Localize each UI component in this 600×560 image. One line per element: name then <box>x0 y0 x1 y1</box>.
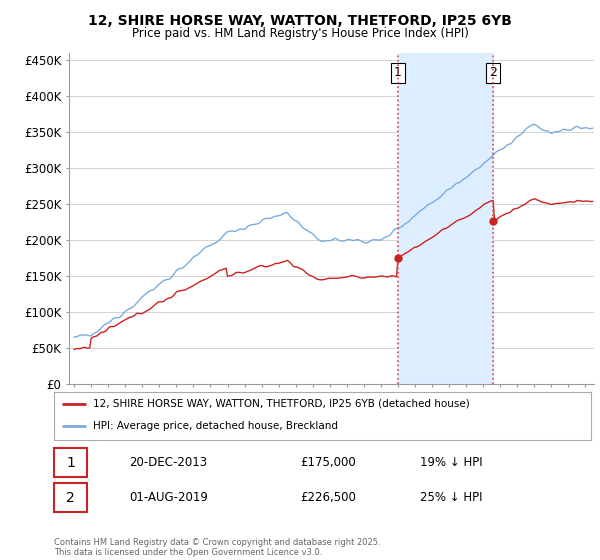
Bar <box>398 53 493 384</box>
Text: £226,500: £226,500 <box>300 491 356 505</box>
Text: 12, SHIRE HORSE WAY, WATTON, THETFORD, IP25 6YB (detached house): 12, SHIRE HORSE WAY, WATTON, THETFORD, I… <box>92 399 469 409</box>
Text: Contains HM Land Registry data © Crown copyright and database right 2025.
This d: Contains HM Land Registry data © Crown c… <box>54 538 380 557</box>
Text: £175,000: £175,000 <box>300 456 356 469</box>
Text: 12, SHIRE HORSE WAY, WATTON, THETFORD, IP25 6YB: 12, SHIRE HORSE WAY, WATTON, THETFORD, I… <box>88 14 512 28</box>
Text: 2: 2 <box>66 491 75 505</box>
Text: Price paid vs. HM Land Registry's House Price Index (HPI): Price paid vs. HM Land Registry's House … <box>131 27 469 40</box>
Text: HPI: Average price, detached house, Breckland: HPI: Average price, detached house, Brec… <box>92 421 338 431</box>
Text: 20-DEC-2013: 20-DEC-2013 <box>129 456 207 469</box>
Text: 19% ↓ HPI: 19% ↓ HPI <box>420 456 482 469</box>
Text: 1: 1 <box>394 67 402 80</box>
Text: 25% ↓ HPI: 25% ↓ HPI <box>420 491 482 505</box>
Text: 2: 2 <box>489 67 497 80</box>
Text: 01-AUG-2019: 01-AUG-2019 <box>129 491 208 505</box>
Text: 1: 1 <box>66 456 75 469</box>
